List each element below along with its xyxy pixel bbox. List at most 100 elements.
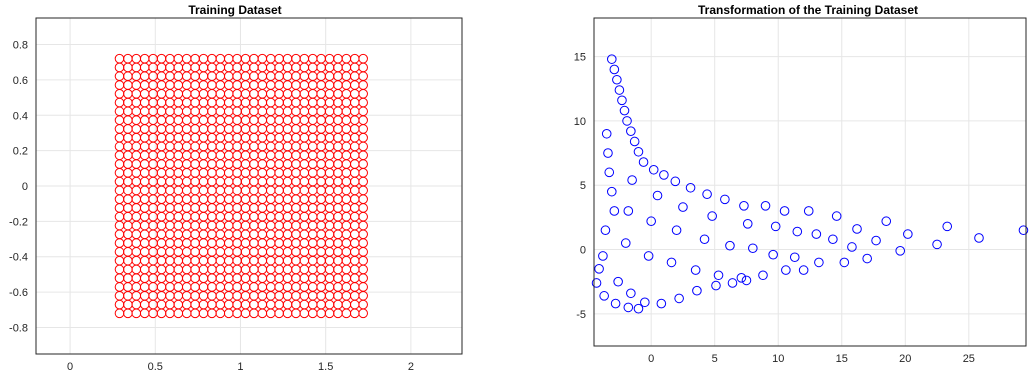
- data-point: [139, 238, 150, 248]
- data-point: [341, 255, 352, 266]
- data-point: [349, 238, 360, 248]
- x-tick-label: 10: [772, 353, 784, 365]
- data-point: [307, 203, 318, 213]
- data-point: [123, 308, 133, 319]
- data-point: [299, 185, 310, 196]
- data-point: [257, 273, 268, 284]
- data-point: [265, 247, 276, 257]
- x-tick-label: 5: [712, 353, 718, 365]
- data-point: [148, 97, 158, 108]
- data-point: [181, 247, 192, 257]
- data-point: [249, 273, 259, 284]
- data-point: [215, 115, 226, 125]
- data-point: [316, 88, 326, 99]
- data-point: [249, 53, 259, 64]
- data-point: [198, 299, 209, 310]
- data-point: [139, 229, 150, 240]
- data-point: [341, 71, 352, 82]
- data-point: [181, 141, 192, 152]
- data-point: [123, 53, 133, 64]
- data-point: [333, 264, 343, 275]
- data-point: [123, 273, 133, 284]
- data-point: [341, 211, 352, 222]
- data-point: [358, 132, 368, 143]
- data-point: [349, 115, 360, 125]
- data-point: [215, 53, 226, 64]
- data-point: [156, 97, 167, 108]
- data-point: [600, 225, 611, 236]
- data-point: [257, 62, 268, 73]
- data-point: [341, 185, 352, 196]
- data-point: [215, 62, 226, 73]
- data-point: [114, 203, 125, 213]
- data-point: [139, 71, 150, 82]
- y-tick-labels: -0.8 -0.6 -0.4 -0.2 0 0.2 0.4 0.6 0.8: [9, 40, 28, 335]
- x-tick-label: 15: [836, 353, 848, 365]
- data-point: [324, 124, 335, 134]
- data-point: [148, 150, 158, 161]
- data-point: [156, 290, 167, 301]
- data-point: [181, 264, 192, 275]
- data-point: [274, 132, 284, 143]
- data-point: [215, 290, 226, 301]
- data-point: [207, 159, 217, 169]
- data-point: [139, 159, 150, 169]
- data-point: [215, 159, 226, 169]
- data-point: [333, 255, 343, 266]
- data-point: [114, 238, 125, 248]
- data-point: [358, 203, 368, 213]
- data-point: [341, 168, 352, 178]
- data-point: [282, 185, 293, 196]
- data-point: [223, 308, 234, 319]
- data-point: [249, 247, 259, 257]
- data-point: [123, 176, 133, 187]
- data-point: [165, 97, 175, 108]
- data-point: [307, 150, 318, 161]
- data-point: [190, 62, 200, 73]
- data-point: [123, 62, 133, 73]
- data-point: [349, 185, 360, 196]
- data-point: [198, 176, 209, 187]
- data-point: [299, 282, 310, 292]
- data-point: [181, 220, 192, 231]
- data-point: [291, 247, 301, 257]
- data-point: [249, 88, 259, 99]
- data-point: [349, 62, 360, 73]
- data-point: [333, 115, 343, 125]
- data-point: [257, 185, 268, 196]
- data-point: [181, 194, 192, 204]
- data-point: [674, 293, 684, 304]
- data-point: [349, 229, 360, 240]
- data-point: [249, 308, 259, 319]
- data-point: [299, 150, 310, 161]
- data-point: [349, 176, 360, 187]
- y-tick-label: 0: [580, 245, 586, 257]
- data-point: [173, 290, 184, 301]
- data-point: [240, 150, 251, 161]
- data-point: [257, 290, 268, 301]
- data-point: [257, 159, 268, 169]
- data-point: [181, 290, 192, 301]
- data-point: [274, 141, 284, 152]
- data-point: [265, 229, 276, 240]
- data-point: [249, 97, 259, 108]
- data-point: [198, 211, 209, 222]
- data-point: [617, 95, 627, 106]
- data-point: [316, 71, 326, 82]
- data-point: [333, 185, 343, 196]
- data-point: [341, 80, 352, 90]
- data-point: [114, 80, 125, 90]
- data-point: [349, 194, 360, 204]
- data-point: [131, 203, 142, 213]
- data-point: [215, 308, 226, 319]
- data-point: [249, 159, 259, 169]
- data-point: [626, 288, 636, 299]
- data-point: [358, 141, 368, 152]
- data-point: [274, 299, 284, 310]
- data-point: [240, 115, 251, 125]
- data-point: [181, 53, 192, 64]
- data-point: [358, 229, 368, 240]
- data-point: [173, 255, 184, 266]
- data-point: [282, 115, 293, 125]
- data-point: [173, 88, 184, 99]
